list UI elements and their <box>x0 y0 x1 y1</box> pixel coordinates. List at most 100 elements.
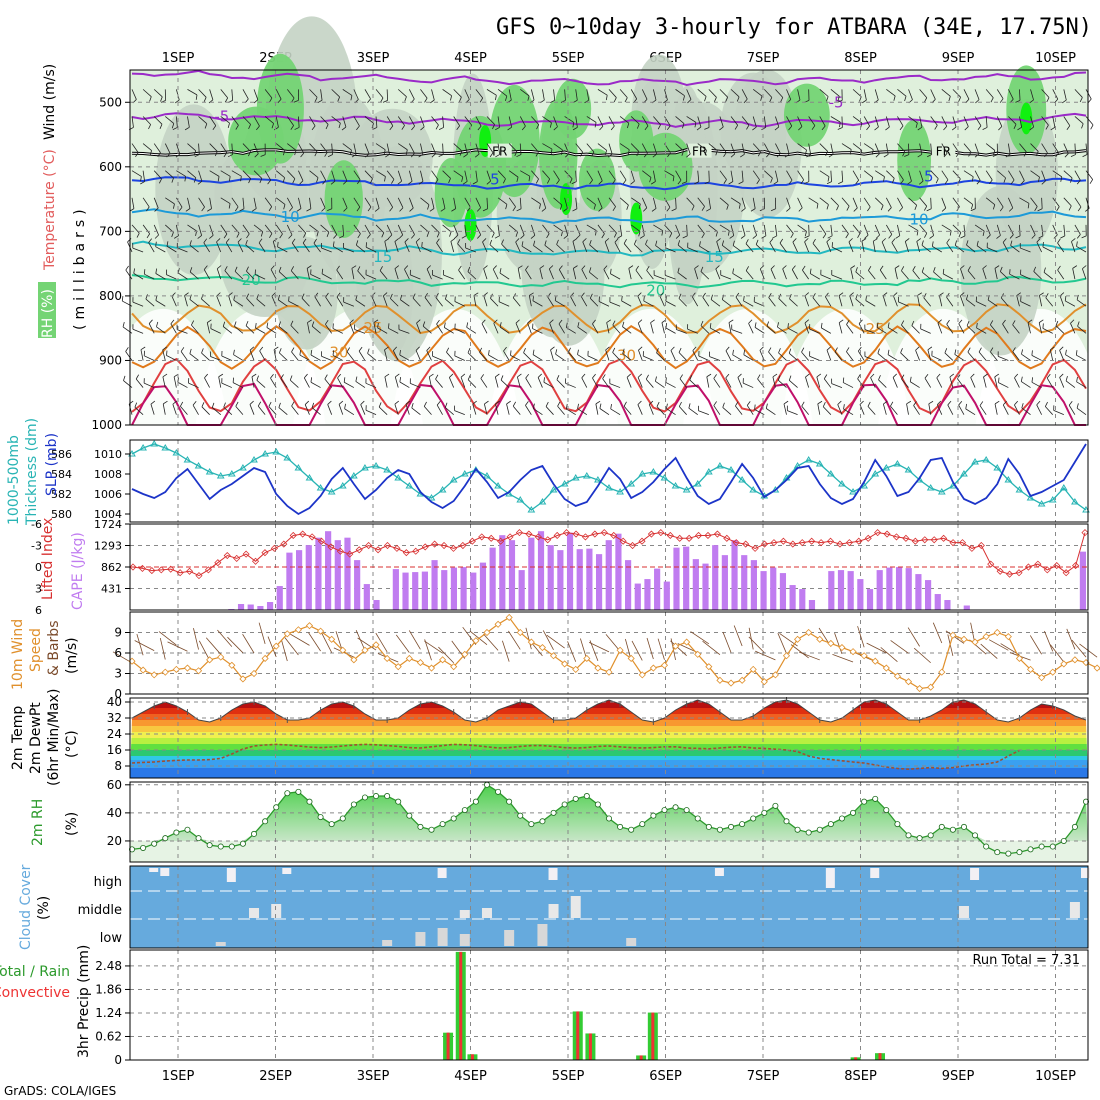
wind-barb <box>789 380 798 388</box>
wind-barb <box>804 241 810 253</box>
thickness-marker <box>704 468 713 475</box>
wind-barb-flag <box>180 401 184 407</box>
wind-barb-flag <box>725 346 730 351</box>
wind-barb <box>131 143 139 153</box>
wind-barb-flag <box>1034 206 1038 212</box>
wind-barb <box>897 143 906 153</box>
thickness-marker <box>1037 500 1046 507</box>
y-tick-label: 40 <box>107 806 122 820</box>
wind-barb <box>553 197 563 206</box>
wind-barb-flag <box>380 97 384 103</box>
wind-barb <box>637 377 643 388</box>
date-label-bottom: 7SEP <box>747 1069 780 1084</box>
wind-barb-flag <box>741 208 746 212</box>
wind-barb-flag <box>440 208 446 212</box>
wind-barb-flag <box>650 319 655 324</box>
rh-marker <box>850 809 857 816</box>
temp-minmax-label: (6hr Min/Max) <box>46 689 62 786</box>
lifted-index-marker <box>581 533 590 541</box>
wind-barb-flag <box>964 126 969 131</box>
wind-barb-flag <box>203 97 207 103</box>
wind-barb <box>503 350 510 361</box>
cape-bar <box>412 572 419 610</box>
low-cloud-bar <box>215 942 226 946</box>
wind-barb <box>256 298 266 307</box>
wind-barb <box>764 170 773 179</box>
wind-barb <box>1041 89 1050 98</box>
thickness-marker <box>239 464 247 471</box>
wind-barb <box>232 382 244 388</box>
wind-barb-flag <box>337 96 340 102</box>
wind-speed-marker <box>1004 633 1012 641</box>
wind-barb-flag <box>650 181 656 185</box>
wind-barb <box>397 116 405 126</box>
wind-barb <box>198 116 208 125</box>
wind-barb-10m <box>290 633 310 646</box>
rh-marker <box>228 843 235 850</box>
wind-barb-flag <box>971 176 974 182</box>
lifted-index-marker <box>553 531 561 540</box>
wind-barb <box>500 379 510 388</box>
thickness-marker <box>871 470 880 477</box>
wind-barb <box>577 408 588 416</box>
wind-barb-flag <box>436 319 440 325</box>
rh-marker <box>883 807 890 814</box>
wind-barb-flag <box>454 234 459 239</box>
lifted-index-marker <box>1034 560 1042 568</box>
wind-barb-flag <box>915 122 918 128</box>
wind-barb <box>774 224 778 236</box>
wind-barb <box>436 404 443 415</box>
lifted-index-marker <box>1015 569 1023 577</box>
wind-barb-10m <box>193 628 199 650</box>
wind-barb <box>320 197 326 209</box>
wind-barb <box>162 403 166 415</box>
lifted-index-marker <box>497 537 505 545</box>
mid-cloud-bar <box>1069 902 1080 918</box>
wind-barb <box>1074 197 1082 208</box>
wind-barb <box>1057 242 1065 253</box>
cape-bar <box>673 547 680 610</box>
lifted-index-marker <box>798 539 806 547</box>
wind-barb <box>587 355 599 361</box>
wind-barb-flag <box>270 265 275 270</box>
wind-barb <box>886 89 896 97</box>
wind-barb-flag <box>291 347 295 353</box>
wind-barb <box>399 354 410 361</box>
cape-bar <box>431 560 438 610</box>
wind-speed-marker <box>893 672 901 680</box>
wind-barb-flag <box>274 126 279 131</box>
cape-bar <box>702 563 709 610</box>
wind-speed-marker <box>705 663 713 671</box>
wind-barb <box>481 323 488 334</box>
wind-barb <box>354 329 366 334</box>
panel-frame <box>129 439 1089 523</box>
wind-barb-flag <box>1089 179 1093 184</box>
wind-barb <box>553 170 560 181</box>
wind-barb <box>277 246 288 253</box>
wind-barb <box>665 327 676 334</box>
wind-barb-flag <box>887 349 890 355</box>
wind-barb <box>499 272 510 280</box>
cape-bar <box>528 537 535 610</box>
wind-barb <box>310 274 321 280</box>
wind-barb <box>475 197 482 208</box>
cloud-gap <box>226 868 236 882</box>
wind-barb <box>189 353 199 361</box>
temperature-bands <box>130 700 1088 778</box>
wind-barb <box>408 143 415 154</box>
wind-barb-flag <box>642 207 648 212</box>
wind-barb <box>492 269 499 280</box>
wind-barb-flag <box>801 347 805 353</box>
wind-barb-flag <box>761 127 766 131</box>
wind-barb <box>521 245 532 253</box>
wind-barb-flag <box>638 346 643 351</box>
lifted-index-marker <box>327 543 335 551</box>
wind-barb-flag <box>539 265 545 269</box>
wind-barb <box>581 269 588 280</box>
lifted-index-marker <box>393 544 401 552</box>
wind-barb-flag <box>939 292 944 296</box>
wind-barb <box>1041 143 1048 154</box>
wind-barb-flag <box>404 96 407 102</box>
wind-barb-flag <box>986 234 991 239</box>
